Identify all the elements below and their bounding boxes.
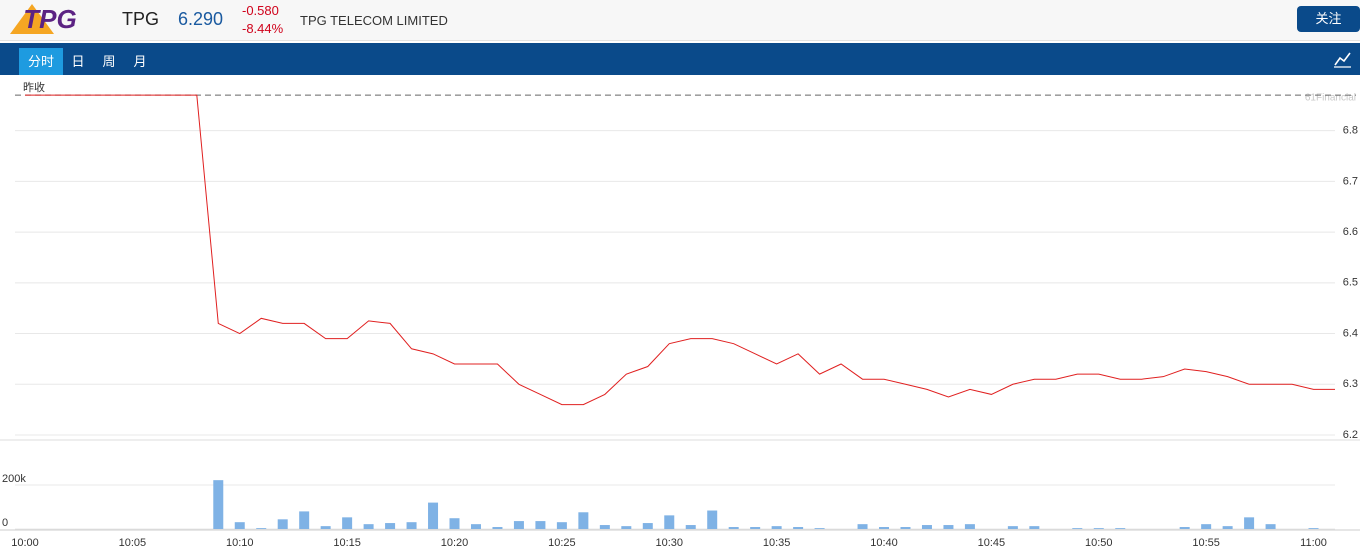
change-pct: -8.44% — [242, 21, 284, 36]
watermark: 61Financial — [1305, 93, 1356, 104]
volume-bar — [385, 523, 396, 529]
y-tick-label: 0 — [2, 517, 8, 529]
tab-bar: 分时 日 周 月 — [0, 43, 1360, 75]
y-tick-label: 6.4 — [1343, 327, 1358, 339]
x-tick-label: 10:10 — [226, 537, 254, 549]
y-tick-label: 6.3 — [1343, 378, 1358, 390]
volume-bar — [750, 527, 761, 529]
volume-bar — [578, 512, 589, 529]
volume-bar — [921, 525, 932, 529]
logo: TPG — [10, 4, 77, 34]
price: 6.290 — [178, 9, 224, 29]
follow-button[interactable]: 关注 — [1297, 6, 1360, 32]
volume-bar — [642, 523, 653, 529]
volume-bar — [599, 525, 610, 529]
y-tick-label: 200k — [2, 473, 26, 485]
volume-bar — [857, 524, 868, 529]
volume-bar — [277, 519, 288, 529]
volume-bar — [470, 524, 481, 529]
volume-bar — [664, 515, 675, 529]
reference-label: 昨收 — [23, 80, 45, 94]
y-tick-label: 6.5 — [1343, 277, 1358, 289]
symbol: TPG — [122, 9, 160, 29]
y-tick-label: 6.7 — [1343, 175, 1358, 187]
volume-bar — [535, 521, 546, 529]
volume-bar — [299, 511, 310, 529]
volume-bar — [685, 525, 696, 529]
volume-bar — [879, 527, 890, 529]
volume-bar — [363, 524, 374, 529]
tab[interactable]: 周 — [102, 54, 116, 69]
logo-shape — [10, 4, 54, 34]
x-tick-label: 10:45 — [978, 537, 1006, 549]
tab[interactable]: 日 — [71, 54, 85, 69]
volume-bar — [1029, 526, 1040, 529]
x-tick-label: 10:50 — [1085, 537, 1113, 549]
company-name: TPG TELECOM LIMITED — [300, 13, 448, 28]
volume-bar — [964, 524, 975, 529]
x-tick-label: 10:25 — [548, 537, 576, 549]
volume-bar — [621, 526, 632, 529]
x-tick-label: 10:15 — [333, 537, 361, 549]
change: -0.580 — [242, 3, 279, 18]
volume-bar — [900, 527, 911, 529]
tab[interactable]: 月 — [133, 54, 147, 69]
tab[interactable]: 分时 — [19, 48, 63, 75]
x-tick-label: 11:00 — [1300, 537, 1327, 549]
x-tick-label: 10:40 — [870, 537, 898, 549]
volume-bar — [1308, 528, 1319, 529]
price-line — [25, 94, 1335, 406]
volume-bar — [814, 528, 825, 529]
volume-bar — [943, 525, 954, 529]
volume-bar — [1265, 524, 1276, 529]
volume-bar — [320, 526, 331, 529]
volume-bar — [793, 527, 804, 529]
y-tick-label: 6.2 — [1343, 429, 1358, 441]
y-tick-label: 6.6 — [1343, 226, 1358, 238]
volume-bar — [771, 526, 782, 529]
volume-bar — [213, 480, 224, 529]
x-tick-label: 10:20 — [441, 537, 469, 549]
y-tick-label: 6.8 — [1343, 125, 1358, 137]
logo-text: TPG — [23, 4, 76, 34]
volume-bar — [492, 527, 503, 529]
x-tick-label: 10:35 — [763, 537, 791, 549]
volume-bar — [728, 527, 739, 529]
volume-bar — [1201, 524, 1212, 529]
volume-bar — [234, 522, 245, 529]
volume-bar — [1093, 528, 1104, 529]
x-tick-label: 10:00 — [11, 537, 39, 549]
volume-bar — [1244, 517, 1255, 529]
volume-bar — [1222, 526, 1233, 529]
volume-bar — [256, 528, 267, 529]
volume-bar — [428, 502, 439, 529]
chart-icon[interactable] — [1326, 43, 1358, 75]
volume-bar — [342, 517, 353, 529]
volume-bar — [1007, 526, 1018, 529]
header: TPG TPG 6.290 -0.580 -8.44% TPG TELECOM … — [0, 0, 1360, 41]
x-tick-label: 10:05 — [119, 537, 147, 549]
volume-bar — [556, 522, 567, 529]
x-tick-label: 10:30 — [655, 537, 683, 549]
x-tick-label: 10:55 — [1192, 537, 1220, 549]
volume-bar — [1179, 527, 1190, 529]
volume-bar — [513, 521, 524, 529]
volume-bar — [449, 518, 460, 529]
volume-bar — [1115, 528, 1126, 529]
volume-bar — [707, 510, 718, 529]
chart: 61Financial 6.2 6.3 6.4 6.5 6.6 6.7 6.8 0 200k 10… — [0, 80, 1360, 549]
volume-bar — [406, 522, 417, 529]
volume-bar — [1072, 528, 1083, 529]
